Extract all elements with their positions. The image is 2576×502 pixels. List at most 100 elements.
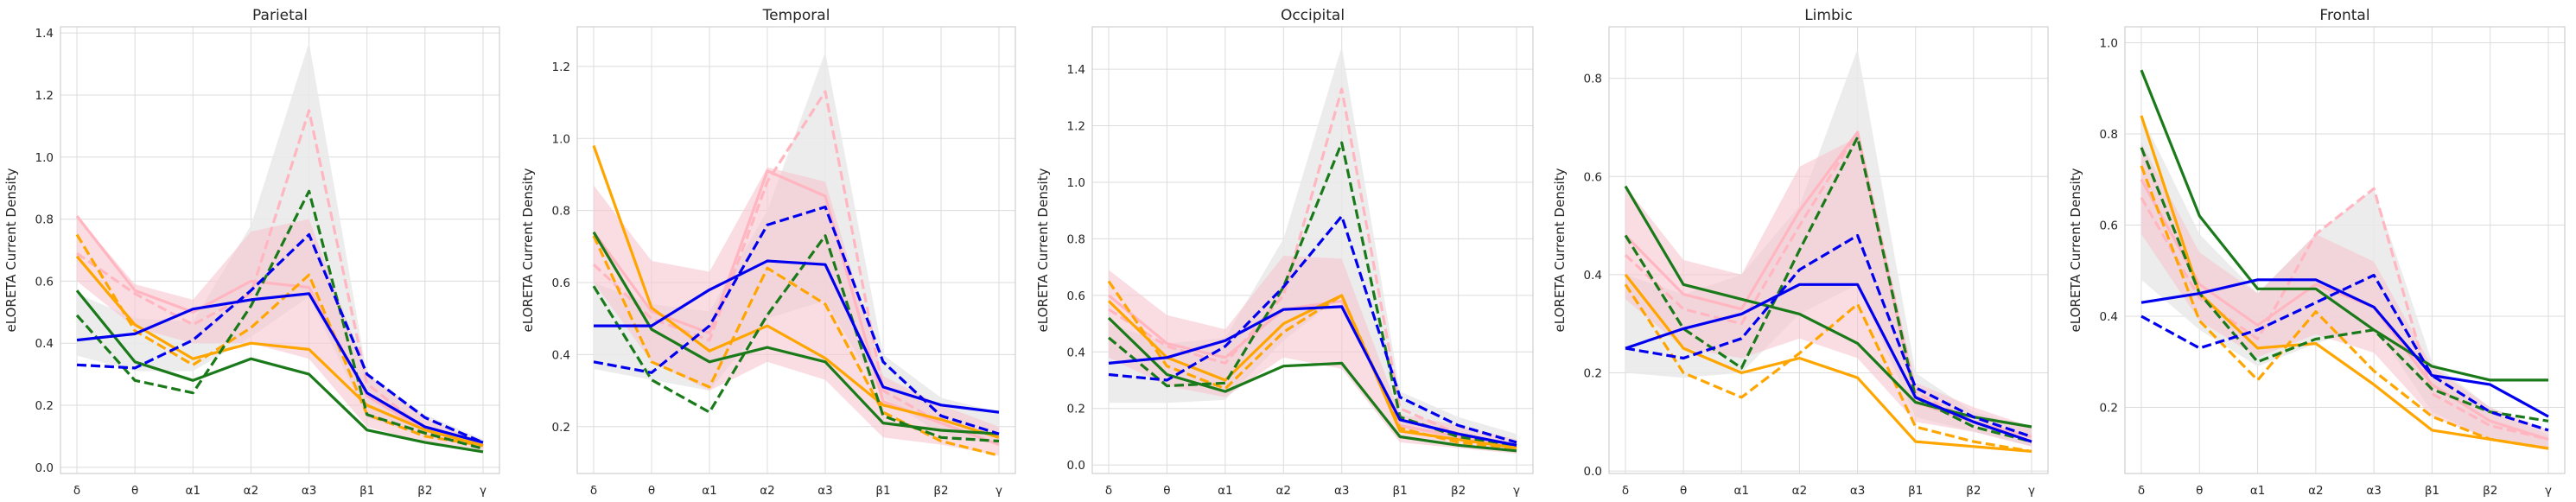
y-tick-label: 1.0	[1067, 176, 1085, 190]
series-line-4-dashed	[2140, 165, 2549, 450]
x-tick-label: γ	[480, 484, 487, 498]
series-line-3-solid	[1107, 294, 1517, 450]
series-line-8-dashed	[76, 232, 484, 444]
y-tick-label: 0.4	[1067, 346, 1085, 359]
y-tick-label: 0.4	[1584, 269, 1602, 283]
y-tick-label: 0.6	[552, 276, 570, 290]
y-tick-label: 1.0	[35, 151, 54, 165]
x-tick-label: θ	[648, 484, 655, 498]
y-axis-label: eLORETA Current Density	[520, 168, 536, 332]
series-line-7-solid	[1108, 305, 1517, 447]
series-line-8-dashed	[2140, 273, 2549, 432]
x-tick-label: δ	[590, 484, 597, 498]
y-tick-label: 0.6	[2100, 219, 2118, 232]
confidence-band	[1109, 46, 1517, 448]
y-tick-label: 0.6	[35, 275, 54, 289]
x-tick-label: β2	[933, 484, 948, 498]
series-line-5-solid	[1107, 316, 1517, 453]
confidence-band	[594, 167, 999, 456]
chart-title-occipital: Occipital	[1281, 7, 1345, 24]
panel-parietal: 0.0 0.2 0.4 0.6 0.8 1.0 1.2 1.4 δ θ α1 α2 α3 β1 β2 γ Par…	[3, 7, 500, 498]
y-tick-label: 0.2	[1067, 403, 1085, 416]
y-tick-label: 1.4	[1067, 63, 1085, 77]
panel-limbic: 0.0 0.2 0.4 0.6 0.8 δ θ α1 α2 α3 β1 β2 γ Limbic eLORET…	[1552, 7, 2049, 498]
x-tick-label: δ	[2138, 484, 2145, 498]
x-tick-label: α2	[760, 484, 775, 498]
series-line-4-dashed	[1107, 280, 1517, 450]
confidence-band	[77, 216, 483, 452]
panel-frontal: 0.2 0.4 0.6 0.8 1.0 δ θ α1 α2 α3 β1 β2 γ Frontal eLORE…	[2068, 7, 2566, 498]
series-line-5-solid	[2140, 69, 2548, 382]
plot-frame	[60, 26, 500, 474]
y-tick-label: 1.2	[552, 60, 570, 74]
x-tick-label: α1	[186, 484, 201, 498]
series-line-6-dashed	[1624, 136, 2032, 443]
series-line-8-dashed	[593, 205, 1000, 435]
y-tick-label: 0.4	[2100, 310, 2118, 324]
y-tick-label: 0.0	[1584, 465, 1602, 479]
x-tick-label: γ	[1513, 484, 1520, 498]
y-tick-label: 0.8	[1584, 73, 1602, 86]
x-tick-label: β2	[1966, 484, 1981, 498]
y-tick-label: 1.0	[552, 132, 570, 146]
confidence-band	[1625, 137, 2032, 447]
series-line-6-dashed	[592, 234, 1000, 443]
x-tick-label: α2	[1276, 484, 1292, 498]
y-tick-label: 0.2	[35, 399, 54, 413]
y-tick-label: 1.0	[2100, 36, 2118, 50]
y-tick-label: 0.2	[2100, 402, 2118, 416]
x-tick-label: α1	[702, 484, 717, 498]
y-tick-label: 0.4	[35, 337, 54, 351]
series-line-5-solid	[1624, 185, 2032, 429]
x-tick-label: β1	[2425, 484, 2439, 498]
series-line-3-solid	[1624, 273, 2032, 453]
series-line-7-solid	[76, 292, 484, 444]
series-line-2-dashed	[1108, 87, 1517, 447]
panel-temporal: 0.2 0.4 0.6 0.8 1.0 1.2 δ θ α1 α2 α3 β1 β2 γ Temporal e…	[520, 7, 1016, 498]
y-tick-label: 0.0	[35, 461, 54, 475]
y-tick-label: 0.4	[552, 348, 570, 362]
y-tick-label: 0.2	[1584, 367, 1602, 381]
x-tick-label: θ	[1680, 484, 1687, 498]
y-axis-label: eLORETA Current Density	[1035, 168, 1051, 332]
x-tick-label: θ	[1163, 484, 1170, 498]
y-tick-label: 0.8	[2100, 128, 2118, 142]
y-tick-label: 1.4	[35, 27, 54, 41]
series-line-4-dashed	[75, 233, 484, 448]
series-line-8-dashed	[1108, 214, 1517, 444]
y-tick-label: 0.8	[1067, 232, 1085, 246]
series-line-4-dashed	[592, 235, 1000, 457]
x-tick-label: β2	[2483, 484, 2497, 498]
x-tick-label: α2	[1792, 484, 1808, 498]
x-tick-label: γ	[2028, 484, 2035, 498]
y-tick-label: 0.8	[35, 213, 54, 227]
x-tick-label: β2	[417, 484, 432, 498]
x-tick-label: β1	[1908, 484, 1923, 498]
x-tick-label: α1	[1734, 484, 1750, 498]
series-line-7-solid	[594, 259, 1000, 414]
y-tick-label: 0.0	[1067, 459, 1085, 473]
confidence-band	[1109, 256, 1517, 454]
series-line-6-dashed	[75, 189, 484, 450]
series-line-5-solid	[75, 289, 484, 454]
series-line-5-solid	[592, 231, 1000, 435]
x-tick-label: θ	[131, 484, 138, 498]
panel-occipital: 0.0 0.2 0.4 0.6 0.8 1.0 1.2 1.4 δ θ α1 α2 α3 β1 β2 γ Occ…	[1035, 7, 1534, 498]
series-line-6-dashed	[1107, 141, 1517, 447]
series-line-8-dashed	[1625, 233, 2032, 438]
series-line-3-solid	[592, 145, 1000, 439]
plot-frame	[2124, 26, 2566, 474]
x-tick-label: α1	[1218, 484, 1233, 498]
x-tick-label: α3	[1850, 484, 1866, 498]
plot-frame	[1608, 26, 2049, 474]
y-tick-label: 0.8	[552, 205, 570, 219]
series-line-6-dashed	[2140, 147, 2549, 423]
x-tick-label: γ	[2545, 484, 2552, 498]
x-tick-label: α3	[1334, 484, 1350, 498]
series-line-7-solid	[2140, 278, 2549, 418]
x-tick-label: γ	[995, 484, 1002, 498]
y-tick-label: 0.6	[1067, 289, 1085, 303]
series-line-7-solid	[1625, 283, 2032, 443]
x-tick-label: β1	[359, 484, 374, 498]
